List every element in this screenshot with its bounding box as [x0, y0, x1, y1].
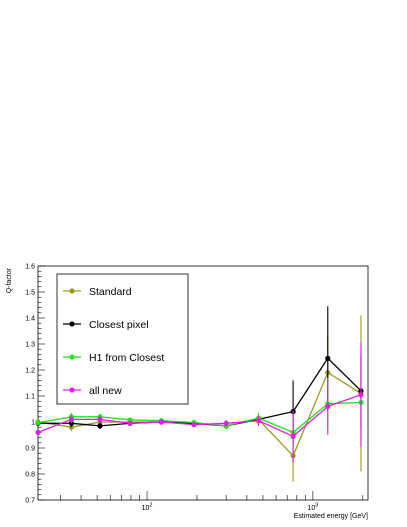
data-point: [97, 416, 103, 422]
legend-swatch-marker: [69, 387, 75, 393]
y-tick-label: 1.4: [25, 316, 35, 323]
y-axis-title: Q-factor: [6, 267, 13, 293]
y-tick-label: 1: [31, 420, 35, 427]
data-point: [325, 403, 331, 409]
plot-frame: [37, 265, 369, 501]
data-point: [191, 422, 197, 428]
data-point: [35, 429, 41, 435]
x-tick-label: 103: [307, 503, 318, 513]
data-point: [97, 423, 103, 429]
y-tick-label: 0.7: [25, 498, 35, 505]
legend-swatch-marker: [69, 354, 75, 360]
data-point: [158, 419, 164, 425]
y-tick-label: 1.6: [25, 264, 35, 271]
axes: 0.7 0.8 0.9 1 1.1 1.2 1.3 1.4 1.5 1.6 102 103: [25, 264, 364, 513]
x-axis-title: Estimated energy [GeV]: [294, 513, 368, 520]
y-tick-label: 1.2: [25, 368, 35, 375]
series-group: [35, 342, 364, 463]
y-tick-label: 0.9: [25, 446, 35, 453]
data-point: [223, 420, 229, 426]
data-point: [35, 420, 41, 426]
series-layer: [35, 306, 364, 482]
data-point: [358, 392, 364, 398]
x-tick-label: 102: [142, 503, 153, 513]
legend-label: H1 from Closest: [89, 352, 164, 364]
legend-box: [56, 273, 189, 405]
data-point: [255, 418, 262, 424]
y-tick-label: 1.5: [25, 290, 35, 297]
data-point: [325, 355, 331, 361]
data-point: [290, 433, 296, 439]
legend-label: Standard: [89, 286, 132, 298]
y-tick-label: 0.8: [25, 472, 35, 479]
legend-swatch-marker: [69, 321, 75, 327]
legend-label: Closest pixel: [89, 319, 149, 331]
legend-swatch-marker: [69, 288, 75, 294]
data-point: [127, 420, 133, 426]
legend-label: all new: [89, 385, 122, 397]
data-point: [68, 416, 75, 422]
legend: Standard Closest pixel H1 from Closest all …: [56, 273, 189, 405]
series-line: [37, 401, 361, 434]
y-tick-label: 1.3: [25, 342, 35, 349]
y-tick-label: 1.1: [25, 394, 35, 401]
